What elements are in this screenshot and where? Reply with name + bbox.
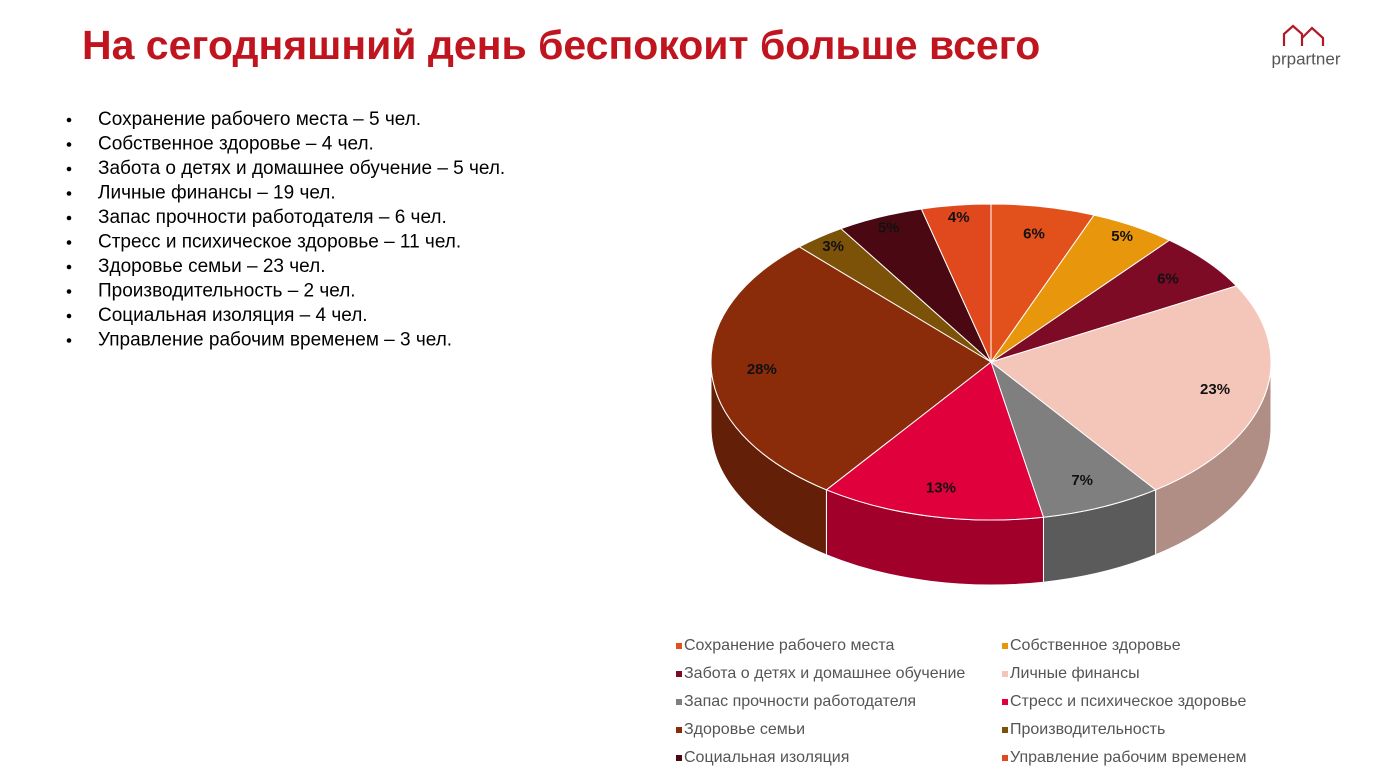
data-label: 13%	[926, 479, 956, 496]
bullet-text: Запас прочности работодателя – 6 чел.	[98, 207, 447, 228]
data-label: 3%	[822, 238, 844, 255]
pie-slice	[989, 360, 1157, 518]
bullet-dot	[66, 166, 72, 172]
legend-swatch	[1002, 755, 1008, 761]
legend-label: Запас прочности работодателя	[684, 693, 916, 710]
slide-title: На сегодняшний день беспокоит больше все…	[82, 22, 1040, 68]
legend-swatch	[676, 755, 682, 761]
bullet-dot	[66, 142, 72, 147]
bullet-text: Забота о детях и домашнее обучение – 5 ч…	[98, 158, 505, 179]
legend-swatch	[676, 727, 682, 733]
legend-label: Здоровье семьи	[684, 721, 805, 738]
legend-swatch	[1002, 643, 1008, 649]
pie-slice	[920, 203, 992, 363]
bullet-dot	[66, 240, 72, 245]
legend-label: Управление рабочим временем	[1010, 749, 1247, 766]
data-label: 5%	[878, 220, 900, 237]
bullet-text: Здоровье семьи – 23 чел.	[98, 256, 325, 277]
bullet-dot	[66, 117, 72, 123]
data-label: 4%	[948, 209, 970, 226]
bullet-dot	[66, 313, 72, 319]
legend-label: Личные финансы	[1010, 665, 1140, 682]
bullet-dot	[66, 338, 72, 343]
data-label: 7%	[1071, 472, 1093, 489]
pie-slice	[989, 285, 1272, 491]
data-label: 23%	[1200, 381, 1230, 398]
legend-swatch	[1002, 699, 1008, 705]
bullet-text: Производительность – 2 чел.	[98, 281, 356, 302]
data-label: 28%	[747, 361, 777, 378]
bullet-dot	[66, 289, 72, 294]
data-label: 6%	[1157, 270, 1179, 287]
pie-slice	[710, 246, 992, 491]
legend-label: Стресс и психическое здоровье	[1010, 693, 1247, 710]
legend-label: Собственное здоровье	[1010, 637, 1181, 654]
logo-text: prpartner	[1272, 49, 1341, 68]
bullet-text: Собственное здоровье – 4 чел.	[98, 134, 374, 155]
legend-swatch	[1002, 671, 1008, 677]
data-label: 5%	[1111, 228, 1133, 245]
bullet-text: Социальная изоляция – 4 чел.	[98, 305, 368, 326]
legend-label: Сохранение рабочего места	[684, 637, 895, 654]
bullet-dot	[66, 264, 72, 270]
bullet-dot	[66, 191, 72, 196]
logo-icon	[1282, 24, 1325, 46]
bullet-text: Управление рабочим временем – 3 чел.	[98, 330, 452, 351]
bullet-text: Личные финансы – 19 чел.	[98, 183, 336, 204]
bullet-text: Стресс и психическое здоровье – 11 чел.	[98, 232, 461, 253]
bullet-dot	[66, 215, 72, 221]
legend-label: Социальная изоляция	[684, 749, 849, 766]
legend-swatch	[676, 699, 682, 705]
pie-slice	[825, 361, 1045, 521]
data-label: 6%	[1023, 226, 1045, 243]
legend-swatch	[676, 643, 682, 649]
legend-label: Производительность	[1010, 721, 1165, 738]
bullet-text: Сохранение рабочего места – 5 чел.	[98, 109, 421, 130]
legend-label: Забота о детях и домашнее обучение	[684, 665, 965, 682]
legend-swatch	[676, 671, 682, 677]
legend-swatch	[1002, 727, 1008, 733]
